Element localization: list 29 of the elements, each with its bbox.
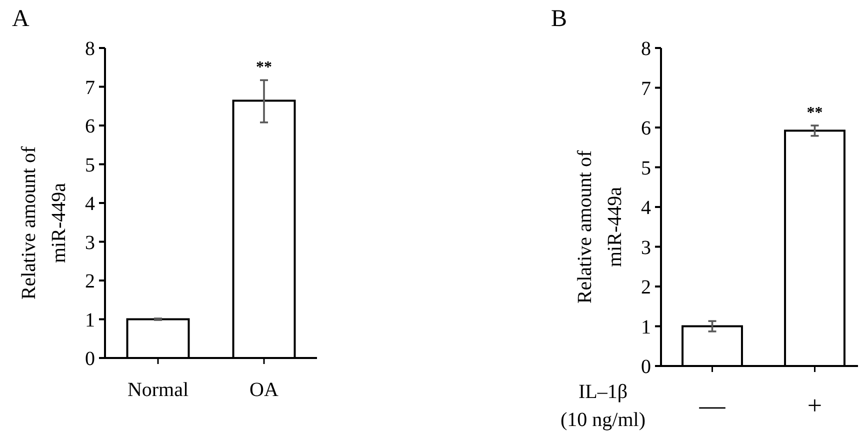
y-tick-label: 5 bbox=[641, 157, 651, 180]
y-axis-title: Relative amount of miR-449a bbox=[18, 146, 70, 300]
x-tick-label: — bbox=[698, 391, 726, 420]
y-tick-label: 1 bbox=[85, 309, 95, 332]
x-tick-label: + bbox=[807, 391, 822, 420]
y-tick-label: 4 bbox=[85, 193, 95, 215]
y-tick-label: 4 bbox=[641, 197, 651, 219]
chart-title: B bbox=[551, 6, 568, 32]
y-tick-label: 0 bbox=[641, 356, 651, 378]
annotation: ** bbox=[806, 104, 823, 122]
y-tick-label: 6 bbox=[641, 118, 651, 140]
y-tick-label: 8 bbox=[641, 38, 651, 60]
y-tick-label: 7 bbox=[641, 78, 651, 100]
y-tick-label: 2 bbox=[85, 270, 95, 292]
y-tick-label: 3 bbox=[85, 232, 95, 254]
y-tick-label: 1 bbox=[641, 316, 651, 338]
y-tick-label: 8 bbox=[85, 38, 95, 60]
x-tick-label: OA bbox=[250, 379, 279, 401]
x-tick-label: Normal bbox=[127, 379, 189, 401]
y-tick-label: 2 bbox=[641, 276, 651, 298]
y-axis-title: Relative amount of miR-449a bbox=[574, 150, 626, 304]
x-axis-title: IL–1β (10 ng/ml) bbox=[560, 381, 646, 431]
y-tick-label: 7 bbox=[85, 76, 95, 99]
y-tick-label: 0 bbox=[85, 348, 95, 370]
y-tick-label: 5 bbox=[85, 154, 95, 176]
y-tick-label: 6 bbox=[85, 116, 95, 138]
annotation: ** bbox=[256, 59, 272, 76]
y-tick-label: 3 bbox=[641, 236, 651, 259]
chart-title: A bbox=[12, 6, 30, 32]
